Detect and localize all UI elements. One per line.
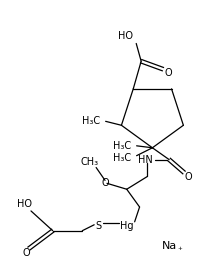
Text: O: O — [165, 68, 173, 78]
Text: H₃C: H₃C — [113, 141, 131, 151]
Text: O: O — [101, 178, 109, 188]
Text: H₃C: H₃C — [113, 153, 131, 163]
Text: O: O — [184, 172, 192, 183]
Text: Hg: Hg — [120, 221, 134, 231]
Text: HO: HO — [17, 199, 32, 209]
Text: HN: HN — [138, 155, 153, 165]
Text: Na: Na — [162, 241, 178, 251]
Text: H₃C: H₃C — [82, 116, 100, 126]
Text: O: O — [22, 248, 30, 258]
Text: HO: HO — [118, 31, 133, 41]
Text: CH₃: CH₃ — [80, 156, 98, 166]
Text: S: S — [95, 221, 101, 231]
Text: ⁺: ⁺ — [177, 246, 182, 255]
